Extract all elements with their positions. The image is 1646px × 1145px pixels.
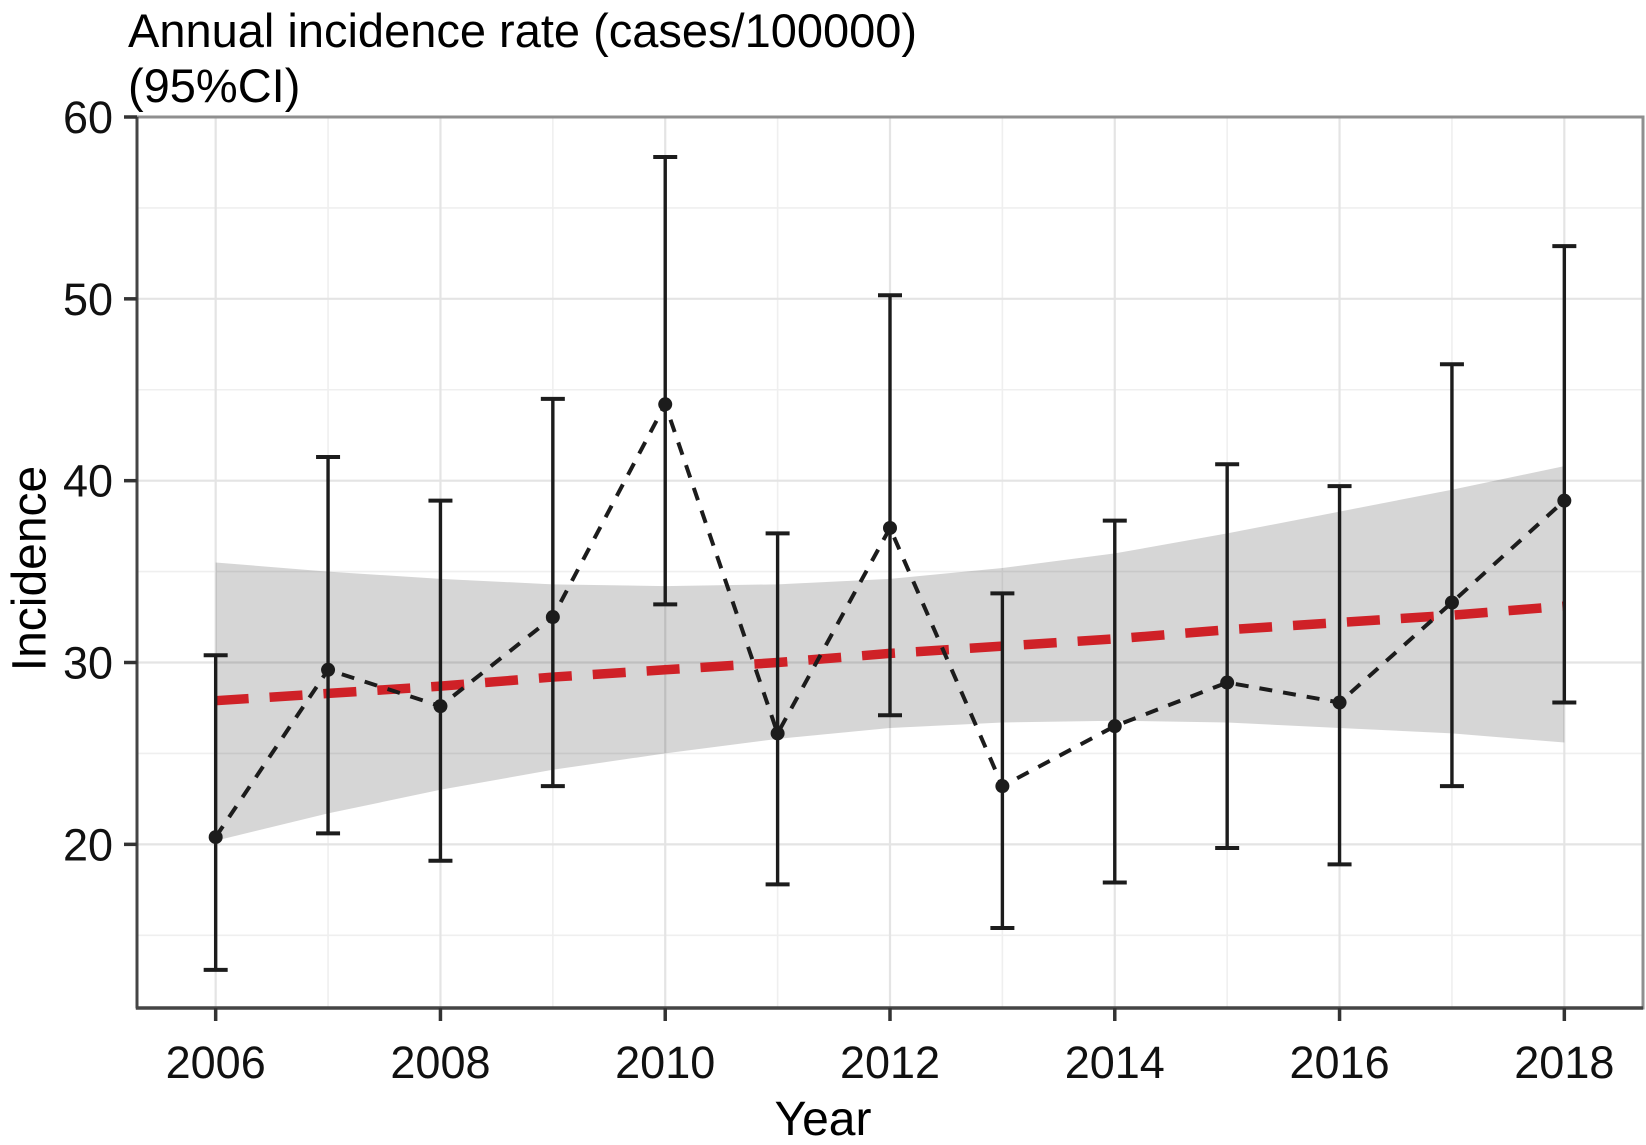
data-point	[321, 662, 336, 677]
x-tick-label: 2012	[840, 1037, 940, 1088]
chart-title: Annual incidence rate (cases/100000) (95…	[128, 4, 917, 114]
data-point	[1332, 695, 1347, 710]
y-tick-label: 50	[63, 274, 113, 325]
y-tick-label: 20	[63, 819, 113, 870]
y-tick-label: 30	[63, 638, 113, 689]
x-tick-label: 2018	[1514, 1037, 1614, 1088]
data-point	[883, 520, 897, 535]
x-tick-label: 2016	[1289, 1037, 1389, 1088]
x-tick-label: 2006	[166, 1037, 266, 1088]
data-point	[658, 397, 673, 412]
y-tick-label: 60	[63, 92, 113, 143]
data-point	[545, 610, 560, 625]
data-point	[1444, 595, 1459, 610]
data-point	[208, 830, 223, 845]
x-tick-label: 2010	[615, 1037, 715, 1088]
y-tick-label: 40	[63, 456, 113, 507]
data-point	[1557, 493, 1572, 508]
x-tick-label: 2014	[1065, 1037, 1165, 1088]
chart-title-line2: (95%CI)	[128, 58, 301, 112]
data-point	[770, 726, 785, 741]
data-point	[433, 699, 448, 714]
x-tick-label: 2008	[390, 1037, 490, 1088]
data-point	[1220, 675, 1235, 690]
data-point	[995, 779, 1010, 794]
chart-title-line1: Annual incidence rate (cases/100000)	[128, 4, 918, 57]
x-axis-label: Year	[774, 1093, 872, 1145]
data-point	[1107, 719, 1122, 734]
